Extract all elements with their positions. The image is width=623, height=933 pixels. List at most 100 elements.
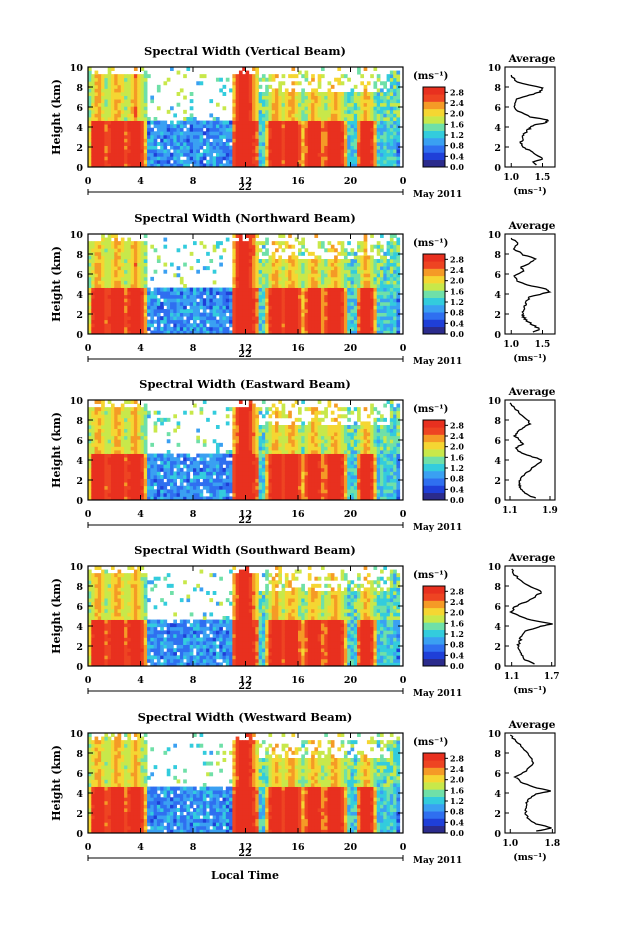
heatmap-cell [341,81,345,85]
heatmap-cell [252,131,256,135]
heatmap-cell [387,263,391,267]
heatmap-cell [170,153,174,157]
heatmap-cell [127,421,131,425]
heatmap-cell [275,142,279,146]
heatmap-cell [108,149,112,153]
heatmap-cell [206,313,210,317]
heatmap-cell [124,327,128,331]
heatmap-cell [180,302,184,306]
heatmap-cell [308,160,312,164]
heatmap-cell [314,103,318,107]
heatmap-cell [114,110,118,114]
heatmap-cell [141,153,145,157]
heatmap-cell [177,128,181,132]
heatmap-cell [370,117,374,121]
heatmap-cell [232,88,236,92]
heatmap-cell [232,110,236,114]
heatmap-cell [91,103,95,107]
heatmap-cell [229,138,233,142]
heatmap-cell [383,316,387,320]
heatmap-cell [305,121,309,125]
average-y-tick-label: 4 [494,123,501,134]
heatmap-cell [209,156,213,160]
heatmap-cell [255,305,259,309]
heatmap-cell [177,461,181,465]
heatmap-cell [354,284,358,288]
heatmap-cell [190,313,194,317]
heatmap-cell [341,309,345,313]
heatmap-cell [219,291,223,295]
heatmap-cell [118,160,122,164]
heatmap-cell [255,110,259,114]
heatmap-cell [144,446,148,450]
heatmap-cell [180,471,184,475]
heatmap-cell [150,291,154,295]
heatmap-cell [249,327,253,331]
heatmap-cell [108,468,112,472]
heatmap-cell [95,454,99,458]
heatmap-cell [147,295,151,299]
heatmap-cell [295,156,299,160]
heatmap-cell [275,138,279,142]
heatmap-cell [127,121,131,125]
heatmap-cell [380,160,384,164]
heatmap-cell [127,270,131,274]
heatmap-cell [95,149,99,153]
heatmap-cell [157,135,161,139]
heatmap-cell [344,323,348,327]
heatmap-cell [216,117,220,121]
heatmap-cell [186,121,190,125]
heatmap-cell [390,146,394,150]
heatmap-cell [321,110,325,114]
heatmap-cell [173,471,177,475]
heatmap-cell [127,298,131,302]
heatmap-cell [370,266,374,270]
heatmap-cell [380,117,384,121]
heatmap-cell [137,320,141,324]
heatmap-cell [177,273,181,277]
heatmap-cell [157,454,161,458]
heatmap-cell [144,146,148,150]
heatmap-cell [167,439,171,443]
heatmap-cell [101,493,105,497]
heatmap-cell [380,103,384,107]
heatmap-cell [370,156,374,160]
heatmap-cell [298,284,302,288]
heatmap-cell [324,110,328,114]
heatmap-cell [131,320,135,324]
heatmap-cell [213,135,217,139]
heatmap-cell [252,74,256,78]
heatmap-cell [186,131,190,135]
heatmap-cell [351,96,355,100]
heatmap-cell [383,128,387,132]
heatmap-cell [249,323,253,327]
heatmap-cell [177,153,181,157]
heatmap-cell [137,142,141,146]
heatmap-cell [377,128,381,132]
heatmap-cell [328,117,332,121]
heatmap-cell [232,273,236,277]
heatmap-cell [223,309,227,313]
heatmap-cell [154,149,158,153]
colorbar-tick-label: 0.8 [450,308,464,318]
heatmap-cell [121,461,125,465]
heatmap-cell [318,305,322,309]
heatmap-cell [337,295,341,299]
heatmap-cell [252,266,256,270]
heatmap-cell [268,113,272,117]
heatmap-cell [246,81,250,85]
heatmap-cell [383,124,387,128]
heatmap-cell [278,263,282,267]
heatmap-cell [226,121,230,125]
heatmap-cell [91,146,95,150]
heatmap-cell [298,96,302,100]
heatmap-cell [262,117,266,121]
heatmap-cell [206,252,210,256]
heatmap-cell [137,255,141,259]
heatmap-cell [127,103,131,107]
heatmap-cell [265,280,269,284]
heatmap-cell [390,259,394,263]
heatmap-cell [137,245,141,249]
x-tick-label: 16 [291,343,305,354]
heatmap-cell [242,138,246,142]
